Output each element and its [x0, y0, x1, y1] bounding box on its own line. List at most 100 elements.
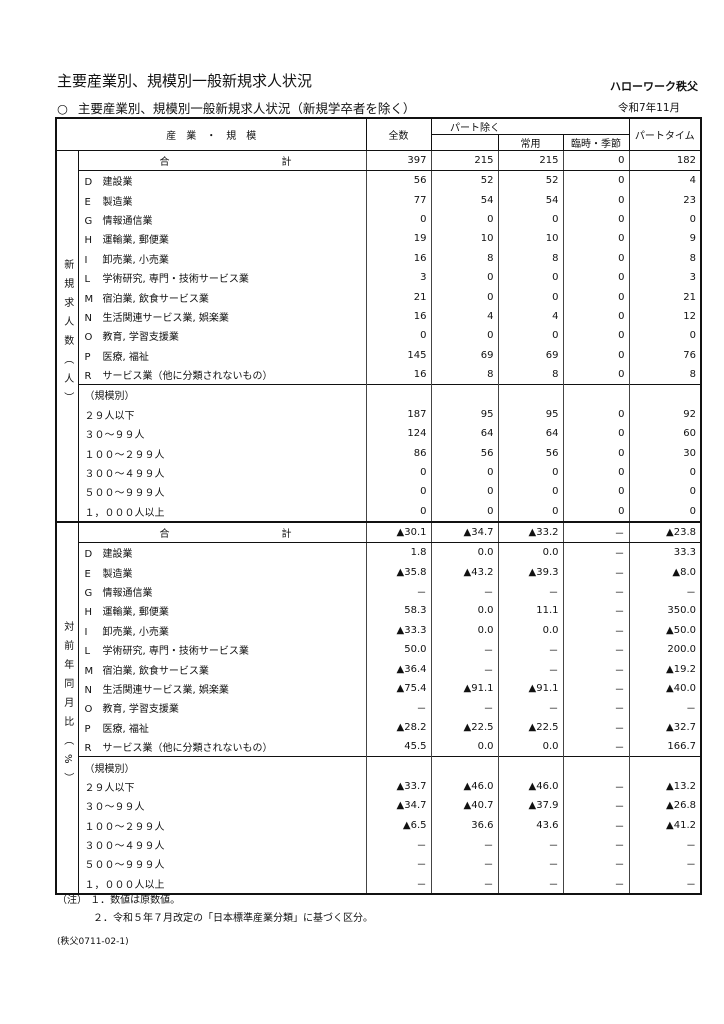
value-cell: －: [562, 620, 630, 640]
industry-label: N 生活関連サービス業, 娯楽業: [84, 312, 229, 324]
empty-cell: [497, 756, 564, 777]
industry-row: D 建設業 56 52 52 0 4: [56, 170, 702, 191]
value-cell: 21: [365, 287, 432, 307]
value-cell: 0: [497, 287, 564, 307]
value-cell: 95: [430, 404, 499, 425]
value-cell: －: [562, 873, 630, 895]
value-cell: －: [430, 698, 499, 718]
value-cell: ▲36.4: [365, 659, 432, 679]
industry-label: I 卸売業, 小売業: [84, 254, 169, 266]
value-cell: ▲40.7: [430, 796, 499, 816]
value-cell: ▲22.5: [497, 717, 564, 737]
industry-row: P 医療, 福祉 ▲28.2 ▲22.5 ▲22.5 － ▲32.7: [56, 717, 702, 737]
value-cell: －: [497, 873, 564, 895]
value-cell: 16: [365, 248, 432, 268]
value-cell: 0: [628, 462, 702, 483]
industry-row: H 運輸業, 郵便業 58.3 0.0 11.1 － 350.0: [56, 601, 702, 621]
value-cell: －: [365, 698, 432, 718]
value-cell: 36.6: [430, 815, 499, 835]
size-row: １００～２９９人 ▲6.5 36.6 43.6 － ▲41.2: [56, 815, 702, 835]
empty-cell: [365, 384, 432, 405]
value-cell: 8: [628, 364, 702, 385]
value-cell: 0.0: [430, 601, 499, 621]
value-cell: 145: [365, 345, 432, 365]
value-cell: ▲35.8: [365, 562, 432, 582]
value-cell: －: [430, 873, 499, 895]
value-cell: 4: [430, 306, 499, 327]
industry-label: M 宿泊業, 飲食サービス業: [84, 293, 209, 305]
size-label: ３００～４９９人: [84, 469, 165, 481]
value-cell: 0: [562, 170, 630, 191]
industry-label: L 学術研究, 専門・技術サービス業: [84, 274, 249, 286]
value-cell: ▲28.2: [365, 717, 432, 737]
scale-label: （規模別）: [78, 756, 366, 777]
empty-cell: [497, 384, 564, 405]
size-label: ２９人以下: [84, 782, 135, 794]
industry-label: G 情報通信業: [84, 215, 153, 227]
value-cell: 0.0: [430, 736, 499, 757]
empty-cell: [430, 756, 499, 777]
value-cell: ▲23.8: [628, 521, 702, 544]
value-cell: ▲19.2: [628, 659, 702, 679]
value-cell: －: [562, 815, 630, 835]
value-cell: 187: [365, 404, 432, 425]
value-cell: 30: [628, 443, 702, 463]
industry-row: G 情報通信業 －－－－－: [56, 581, 702, 602]
col-header-blank: [430, 134, 499, 151]
value-cell: 12: [628, 306, 702, 327]
value-cell: 0: [497, 482, 564, 502]
empty-cell: [365, 756, 432, 777]
empty-cell: [562, 756, 630, 777]
industry-label: R サービス業（他に分類されないもの）: [84, 371, 273, 383]
table-subtitle: ○ 主要産業別、規模別一般新規求人状況（新規学卒者を除く）: [57, 98, 415, 117]
value-cell: －: [628, 854, 702, 874]
value-cell: 0: [497, 209, 564, 230]
value-cell: －: [497, 639, 564, 660]
empty-cell: [430, 384, 499, 405]
value-cell: －: [562, 678, 630, 699]
value-cell: 0.0: [497, 542, 564, 563]
value-cell: 215: [497, 150, 564, 171]
office-name: ハローワーク秩父: [610, 80, 698, 93]
value-cell: 0: [562, 345, 630, 365]
value-cell: 50.0: [365, 639, 432, 660]
size-label: １００～２９９人: [84, 821, 165, 833]
value-cell: 0: [628, 209, 702, 230]
empty-cell: [628, 384, 702, 405]
value-cell: 8: [497, 364, 564, 385]
col-header-part-time: パートタイム: [628, 117, 702, 151]
value-cell: 0: [430, 287, 499, 307]
value-cell: 0.0: [497, 736, 564, 757]
value-cell: 350.0: [628, 601, 702, 621]
value-cell: 9: [628, 229, 702, 249]
value-cell: 64: [497, 424, 564, 444]
size-row: ２９人以下 ▲33.7 ▲46.0 ▲46.0 － ▲13.2: [56, 776, 702, 797]
industry-row: L 学術研究, 専門・技術サービス業 50.0 －－－ 200.0: [56, 639, 702, 660]
value-cell: 0: [562, 326, 630, 346]
value-cell: 10: [497, 229, 564, 249]
value-cell: ▲32.7: [628, 717, 702, 737]
value-cell: 54: [497, 190, 564, 210]
industry-row: M 宿泊業, 飲食サービス業 ▲36.4 －－－ ▲19.2: [56, 659, 702, 679]
value-cell: －: [562, 736, 630, 757]
value-cell: 0.0: [497, 620, 564, 640]
value-cell: 56: [497, 443, 564, 463]
empty-cell: [628, 756, 702, 777]
value-cell: 397: [365, 150, 432, 171]
value-cell: ▲6.5: [365, 815, 432, 835]
value-cell: 56: [365, 170, 432, 191]
value-cell: －: [365, 854, 432, 874]
value-cell: 52: [497, 170, 564, 191]
value-cell: 23: [628, 190, 702, 210]
value-cell: －: [430, 581, 499, 602]
value-cell: 0: [562, 364, 630, 385]
value-cell: 0: [497, 326, 564, 346]
total-label: 合計: [78, 521, 366, 544]
note-1: １．数値は原数値。: [90, 895, 181, 906]
value-cell: －: [628, 581, 702, 602]
size-label: ２９人以下: [84, 410, 135, 422]
value-cell: ▲26.8: [628, 796, 702, 816]
value-cell: ▲41.2: [628, 815, 702, 835]
